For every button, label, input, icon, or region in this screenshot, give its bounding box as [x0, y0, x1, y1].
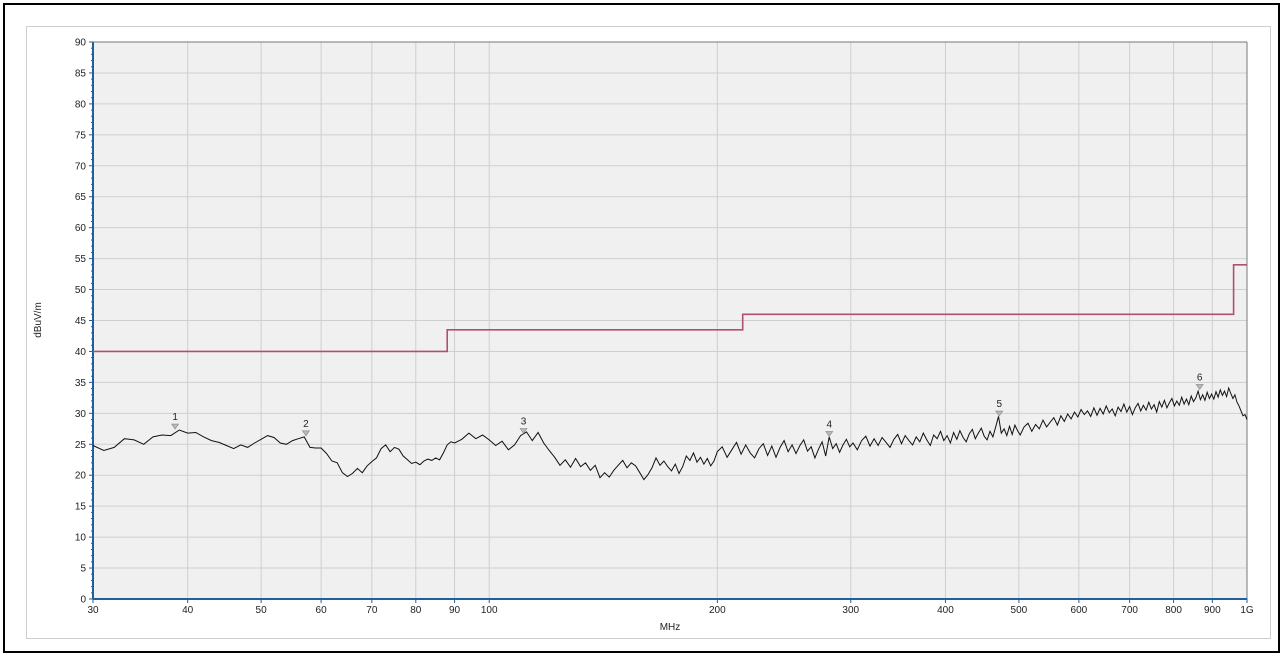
chart-panel: 0 5 10 15 20 25 30 35 40 45 50 55 60 65 70 75 80 85 90 30 4… [26, 26, 1271, 639]
marker-triangle-icon [825, 431, 834, 437]
peak-marker: 1 [171, 412, 180, 430]
y-tick-label: 90 [75, 38, 87, 49]
y-tick-label: 45 [75, 316, 87, 327]
x-tick-label: 60 [316, 605, 328, 616]
y-tick-label: 10 [75, 533, 87, 544]
y-tick-label: 85 [75, 68, 87, 79]
x-tick-label: 600 [1071, 605, 1088, 616]
marker-label: 6 [1197, 372, 1203, 383]
y-tick-label: 65 [75, 192, 87, 203]
x-tick-label: 90 [449, 605, 461, 616]
y-tick-label: 20 [75, 471, 87, 482]
x-tick-label: 200 [709, 605, 726, 616]
marker-triangle-icon [995, 410, 1004, 417]
marker-label: 4 [826, 419, 832, 430]
x-tick-label: 400 [937, 605, 954, 616]
y-tick-label: 60 [75, 223, 87, 234]
x-tick-label: 500 [1011, 605, 1028, 616]
y-tick-label: 15 [75, 502, 87, 513]
x-tick-label: 700 [1121, 605, 1138, 616]
peak-marker: 6 [1195, 372, 1204, 390]
y-axis-title: dBuV/m [33, 302, 44, 338]
y-tick-label: 25 [75, 440, 87, 451]
y-tick-label: 70 [75, 161, 87, 172]
y-tick-label: 75 [75, 130, 87, 141]
peak-markers: 1 2 3 4 5 6 [171, 372, 1204, 437]
y-axis-ticks: 0 5 10 15 20 25 30 35 40 45 50 55 60 65 70 75 80 85 90 [75, 38, 93, 606]
x-tick-label: 300 [842, 605, 859, 616]
y-tick-label: 30 [75, 409, 87, 420]
x-tick-label: 30 [87, 605, 99, 616]
marker-triangle-icon [519, 428, 528, 434]
x-axis-title: MHz [660, 622, 681, 633]
marker-label: 2 [303, 419, 309, 430]
y-tick-label: 55 [75, 254, 87, 265]
x-axis-ticks: 30 40 50 60 70 80 90 100 200 300 400 500 600 700 800 90… [87, 599, 1254, 616]
peak-marker: 4 [825, 419, 834, 437]
x-tick-label: 1G [1240, 605, 1254, 616]
x-tick-label: 80 [410, 605, 422, 616]
x-tick-label: 900 [1204, 605, 1221, 616]
x-tick-label: 100 [481, 605, 498, 616]
y-tick-label: 35 [75, 378, 87, 389]
y-tick-label: 50 [75, 285, 87, 296]
marker-triangle-icon [171, 423, 180, 430]
marker-label: 5 [996, 399, 1002, 410]
y-tick-label: 0 [80, 595, 86, 606]
peak-marker: 2 [301, 419, 311, 437]
measurement-trace [92, 386, 1248, 481]
marker-triangle-icon [1195, 384, 1204, 390]
y-tick-label: 80 [75, 99, 87, 110]
marker-label: 1 [172, 412, 178, 423]
y-tick-label: 5 [80, 564, 86, 575]
chart-frame: 0 5 10 15 20 25 30 35 40 45 50 55 60 65 70 75 80 85 90 30 4… [3, 3, 1280, 653]
x-tick-label: 40 [182, 605, 194, 616]
marker-label: 3 [521, 416, 527, 427]
x-tick-label: 70 [366, 605, 378, 616]
x-tick-label: 800 [1165, 605, 1182, 616]
limit-line [93, 264, 1247, 353]
x-tick-label: 50 [256, 605, 268, 616]
peak-marker: 3 [519, 416, 528, 434]
marker-triangle-icon [301, 430, 311, 437]
peak-marker: 5 [995, 399, 1004, 417]
y-tick-label: 40 [75, 347, 87, 358]
